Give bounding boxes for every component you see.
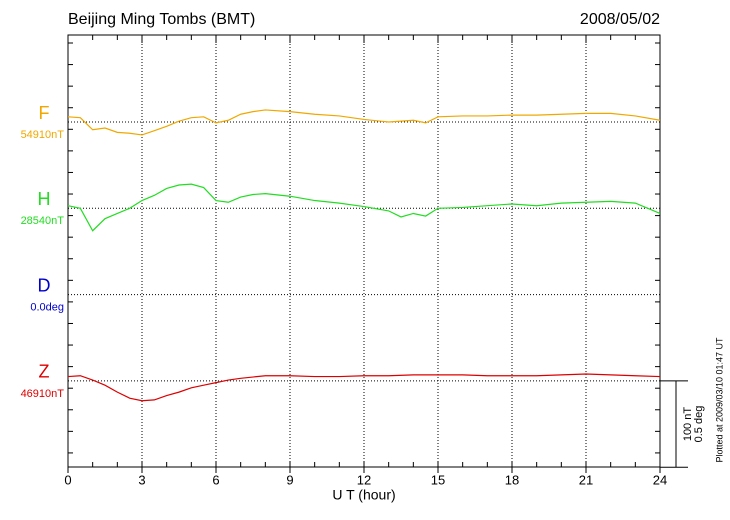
x-tick-label: 21 [579,472,593,487]
series-name: D [38,275,51,295]
series-name: F [39,103,50,123]
chart-date: 2008/05/02 [580,11,660,28]
series-name: H [38,189,51,209]
x-tick-label: 6 [212,472,219,487]
baseline-label: 28540nT [21,215,65,227]
x-tick-label: 18 [505,472,519,487]
baseline-label: 54910nT [21,129,65,141]
x-tick-label: 15 [431,472,445,487]
series-line [67,373,661,402]
footnote: Plotted at 2009/03/10 01:47 UT [714,337,724,463]
scale-bar-label: 0.5 deg [693,406,705,443]
x-tick-label: 3 [138,472,145,487]
series-line [67,109,661,136]
x-tick-label: 0 [64,472,71,487]
series-line [67,183,661,232]
chart-title: Beijing Ming Tombs (BMT) [68,11,255,28]
x-tick-label: 24 [653,472,667,487]
baseline-label: 46910nT [21,388,65,400]
baseline-label: 0.0deg [30,302,64,314]
series-name: Z [39,362,50,382]
x-axis-label: U T (hour) [332,487,395,503]
x-tick-label: 9 [286,472,293,487]
x-tick-label: 12 [357,472,371,487]
scale-bar-label: 100 nT [682,407,694,442]
